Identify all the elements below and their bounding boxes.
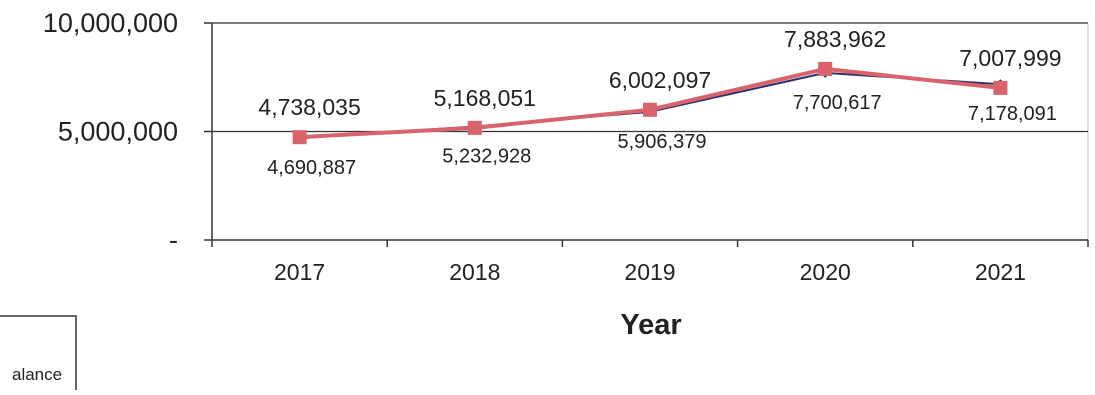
series-1-point bbox=[993, 80, 1008, 95]
data-label-top: 7,883,962 bbox=[784, 26, 886, 52]
data-label-top: 6,002,097 bbox=[609, 67, 711, 93]
series-1-point bbox=[467, 120, 482, 135]
y-tick-label: 5,000,000 bbox=[58, 117, 178, 147]
x-tick-label: 2017 bbox=[274, 259, 325, 285]
series-1-point bbox=[292, 130, 307, 145]
x-tick-label: 2020 bbox=[800, 259, 851, 285]
data-label-bottom: 4,690,887 bbox=[267, 157, 356, 179]
x-axis-title: Year bbox=[620, 309, 681, 341]
legend-box: alance bbox=[0, 315, 77, 395]
y-tick-label: - bbox=[169, 225, 178, 255]
series bbox=[292, 61, 1008, 145]
y-tick-label: 10,000,000 bbox=[43, 8, 178, 38]
data-label-top: 5,168,051 bbox=[434, 85, 536, 111]
legend-entry-text: alance bbox=[12, 365, 62, 384]
data-label-bottom: 5,232,928 bbox=[442, 145, 531, 167]
x-tick-label: 2019 bbox=[624, 259, 675, 285]
data-label-bottom: 7,700,617 bbox=[793, 92, 882, 114]
data-label-top: 7,007,999 bbox=[959, 45, 1061, 71]
gridlines bbox=[212, 22, 1089, 240]
data-label-bottom: 5,906,379 bbox=[618, 131, 707, 153]
axes: - 5,000,000 10,000,000 2017 2018 2019 2020 2021 bbox=[43, 8, 1089, 285]
data-label-top: 4,738,035 bbox=[258, 94, 360, 120]
data-labels: 4,738,035 5,168,051 6,002,097 7,883,962 7,00… bbox=[258, 26, 1061, 179]
x-tick-label: 2018 bbox=[449, 259, 500, 285]
series-1-point bbox=[643, 102, 657, 117]
data-label-bottom: 7,178,091 bbox=[968, 103, 1057, 125]
series-1-point bbox=[818, 61, 833, 76]
x-tick-label: 2021 bbox=[975, 259, 1026, 285]
